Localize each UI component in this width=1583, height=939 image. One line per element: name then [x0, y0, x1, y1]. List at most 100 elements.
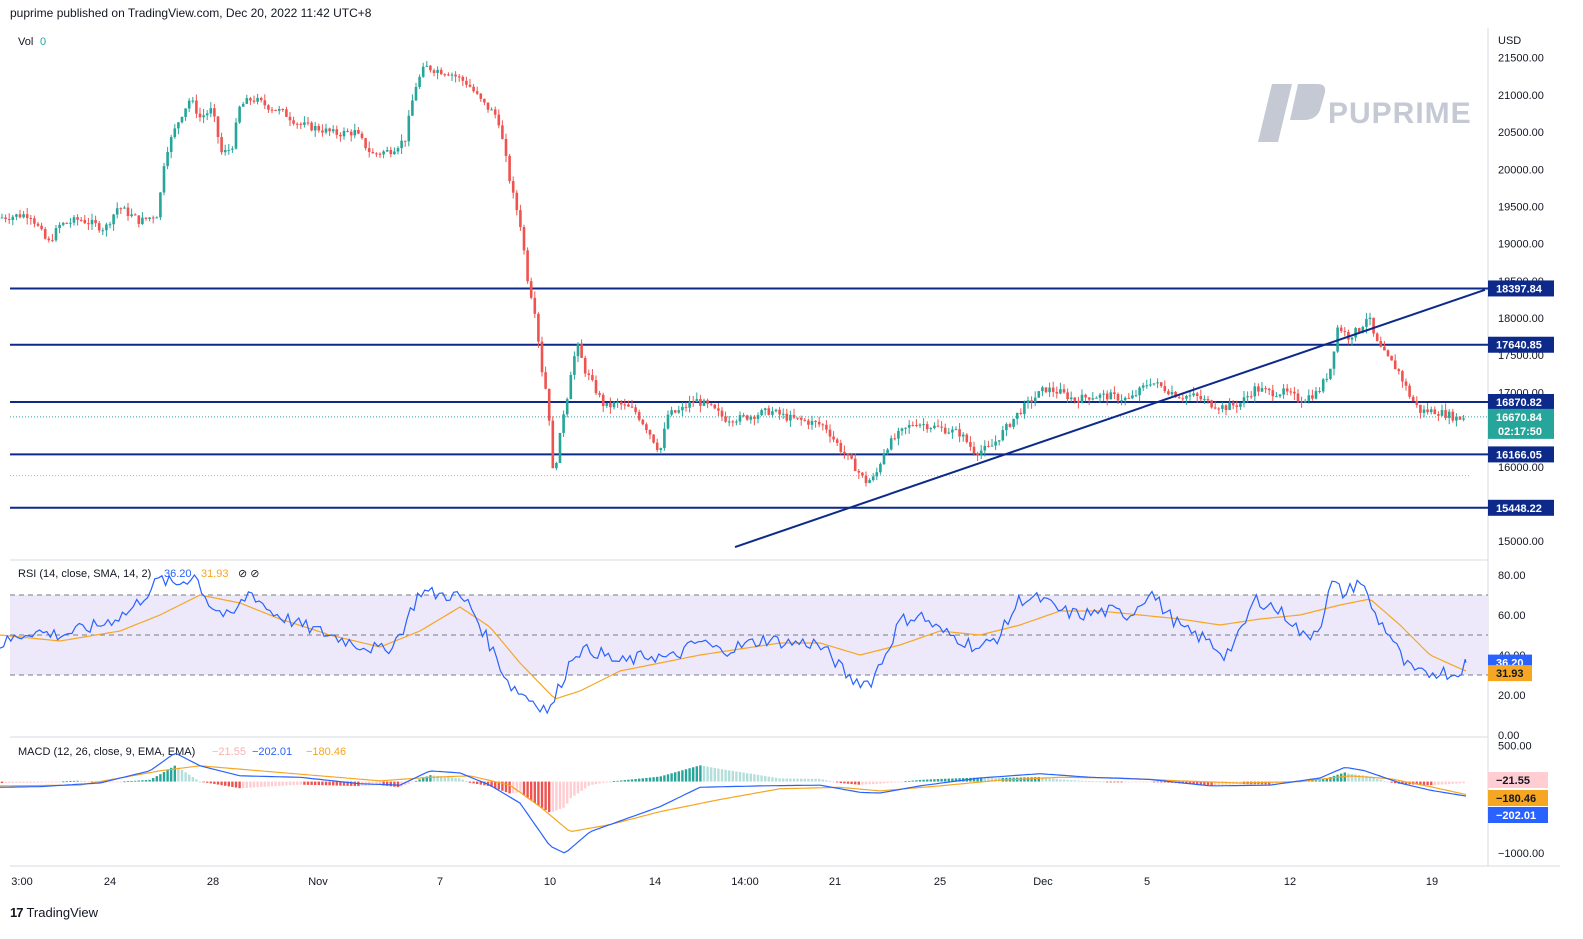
- level-price-label: 16870.82: [1496, 397, 1542, 409]
- macd-histogram-bar: [1185, 781, 1188, 784]
- candle-body: [126, 207, 130, 217]
- candle-body: [886, 449, 889, 454]
- horizontal-levels[interactable]: [10, 287, 1488, 509]
- macd-histogram-bar: [1350, 774, 1354, 782]
- macd-histogram-bar: [8, 781, 11, 783]
- macd-histogram-bar: [51, 781, 54, 783]
- candle-body: [1285, 388, 1289, 392]
- macd-histogram-bar: [468, 781, 472, 783]
- candle-body: [61, 222, 65, 225]
- candle-body: [1037, 391, 1041, 398]
- macd-histogram-bar: [551, 781, 554, 812]
- macd-histogram-bar: [209, 781, 212, 784]
- macd-histogram-bar: [634, 779, 637, 782]
- candle-body: [148, 217, 151, 219]
- candle-body: [533, 297, 537, 314]
- macd-histogram-bar: [256, 781, 259, 788]
- macd-histogram-bar: [796, 778, 799, 782]
- macd-histogram-bar: [1026, 777, 1030, 782]
- candle-body: [1401, 371, 1404, 382]
- candle-body: [958, 429, 961, 437]
- candle-body: [731, 421, 735, 423]
- candle-body: [1077, 400, 1080, 403]
- macd-histogram-bar: [1433, 781, 1436, 785]
- time-tick-label: 14: [649, 876, 661, 888]
- macd-histogram-bar: [407, 781, 410, 784]
- rsi-line: [0, 573, 1467, 715]
- candle-body: [832, 436, 835, 440]
- macd-histogram-bar: [1444, 781, 1447, 785]
- candle-body: [504, 138, 508, 156]
- candle-body: [526, 250, 529, 282]
- rsi-settings-icon[interactable]: ⊘ ⊘: [238, 568, 260, 580]
- macd-histogram: [0, 765, 1465, 813]
- macd-histogram-bar: [335, 781, 338, 786]
- candle-body: [713, 404, 717, 409]
- macd-histogram-bar: [83, 781, 86, 782]
- macd-histogram-bar: [378, 781, 382, 786]
- candle-body: [162, 166, 166, 193]
- candle-body: [1451, 411, 1455, 421]
- trendline[interactable]: [734, 288, 1486, 549]
- macd-histogram-bar: [191, 776, 194, 782]
- candle-body: [285, 109, 288, 117]
- candle-body: [1044, 387, 1048, 393]
- candle-body: [166, 151, 169, 167]
- candle-body: [18, 214, 22, 218]
- macd-histogram-bar: [159, 774, 162, 782]
- macd-histogram-bar: [1113, 781, 1116, 783]
- tradingview-footer[interactable]: 17 TradingView: [10, 905, 98, 920]
- level-price-badge: [1488, 394, 1554, 411]
- candle-body: [493, 109, 497, 115]
- macd-histogram-bar: [310, 781, 313, 785]
- candle-body: [519, 210, 522, 228]
- candle-body: [130, 214, 133, 217]
- candle-body: [1113, 392, 1116, 395]
- rsi-value: 36.20: [164, 568, 192, 580]
- macd-hist-value: −21.55: [212, 746, 246, 758]
- candle-body: [792, 414, 796, 418]
- candle-body: [1156, 382, 1159, 384]
- candle-body: [670, 410, 673, 415]
- candle-body: [1311, 395, 1314, 399]
- macd-value-badge: [1488, 790, 1548, 806]
- candle-body: [807, 420, 810, 425]
- macd-histogram-bar: [548, 781, 551, 813]
- macd-histogram-bar: [724, 769, 727, 782]
- time-tick-label: 3:00: [11, 876, 32, 888]
- price-axis[interactable]: 21500.00 21000.00 20500.00 20000.00 19500.00…: [1498, 53, 1544, 548]
- macd-histogram-bar: [684, 769, 688, 782]
- time-axis[interactable]: 3:00 24 28 Nov 7 10 14 14:00 21 25 Dec 5 12 19: [11, 876, 1438, 888]
- candle-body: [1343, 331, 1347, 333]
- macd-badge-label: −180.46: [1496, 793, 1536, 805]
- macd-histogram-bar: [249, 781, 252, 788]
- macd-histogram-bar: [774, 777, 778, 782]
- macd-histogram-bar: [929, 779, 932, 782]
- macd-histogram-bar: [1084, 780, 1087, 782]
- macd-histogram-bar: [951, 778, 954, 782]
- macd-histogram-bar: [263, 781, 266, 787]
- candle-body: [432, 70, 436, 73]
- macd-histogram-bar: [328, 781, 331, 786]
- candle-body: [763, 408, 767, 411]
- macd-histogram-bar: [1462, 781, 1465, 784]
- macd-histogram-bar: [1358, 774, 1361, 782]
- candle-body: [90, 219, 94, 225]
- macd-histogram-bar: [638, 778, 641, 782]
- candle-body: [562, 414, 565, 433]
- watermark-text: PUPRIME: [1328, 97, 1472, 130]
- macd-histogram-bar: [879, 781, 882, 784]
- macd-histogram-bar: [1390, 781, 1393, 783]
- candle-body: [540, 341, 544, 373]
- time-tick-label: Dec: [1033, 876, 1053, 888]
- macd-histogram-bar: [76, 780, 79, 782]
- macd-histogram-bar: [623, 780, 626, 782]
- macd-histogram-bar: [616, 780, 619, 782]
- candle-body: [785, 413, 789, 421]
- candle-body: [738, 415, 742, 422]
- macd-histogram-bar: [771, 777, 774, 782]
- candle-body: [609, 403, 612, 408]
- candle-body: [659, 448, 663, 450]
- candle-body: [216, 116, 220, 138]
